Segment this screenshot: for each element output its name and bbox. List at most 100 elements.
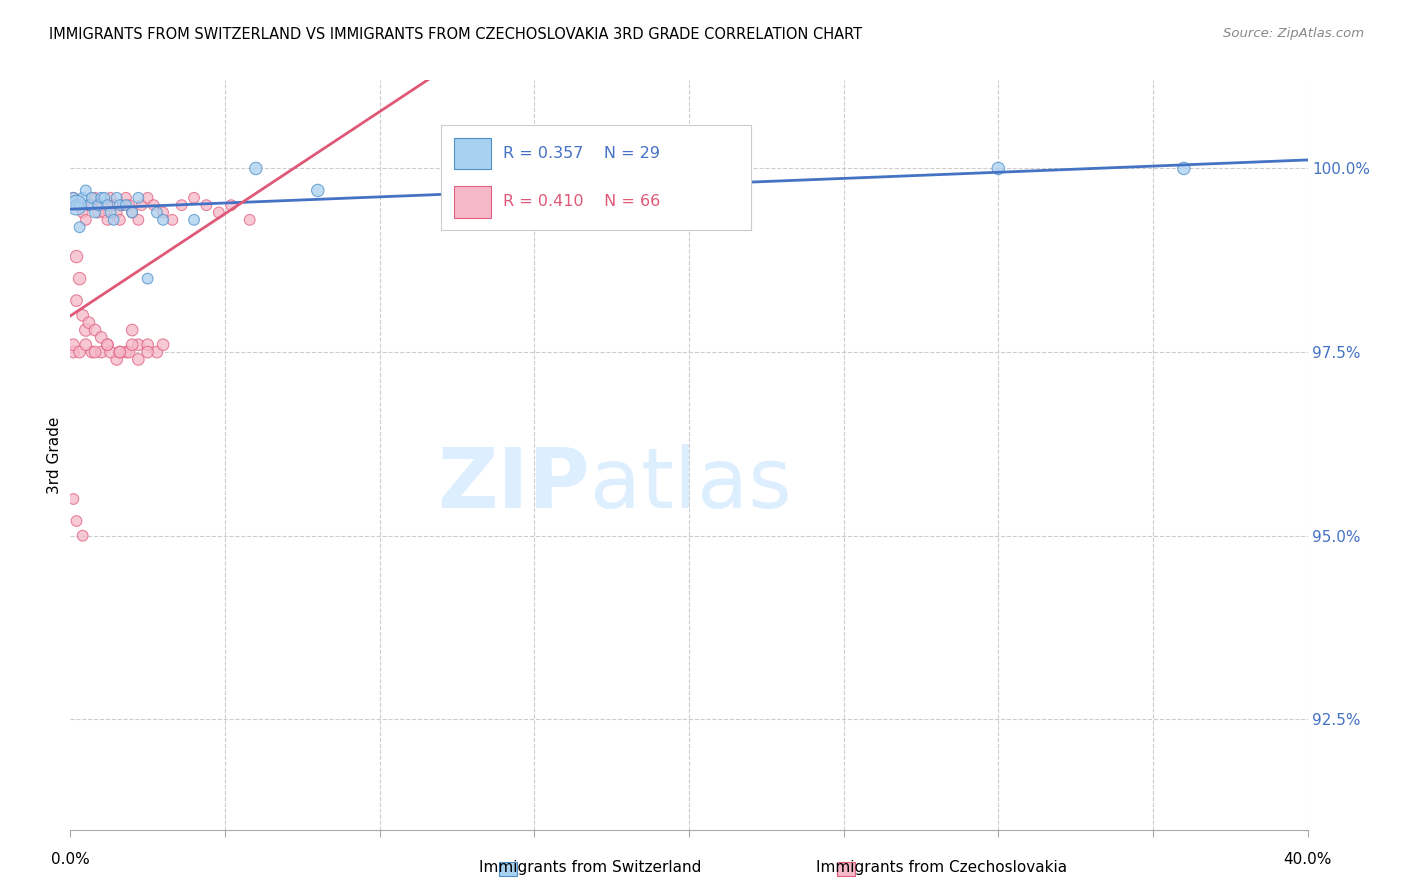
Point <box>118 345 141 359</box>
Point <box>84 323 107 337</box>
Text: Immigrants from Czechoslovakia: Immigrants from Czechoslovakia <box>817 860 1067 874</box>
Point <box>90 345 112 359</box>
Point <box>152 337 174 351</box>
Point <box>93 191 115 205</box>
Point <box>69 198 91 212</box>
Point <box>121 205 143 219</box>
Point <box>219 198 242 212</box>
Point <box>103 212 125 227</box>
Point <box>108 345 131 359</box>
Text: Source: ZipAtlas.com: Source: ZipAtlas.com <box>1223 27 1364 40</box>
Point <box>87 205 110 219</box>
Point <box>136 337 159 351</box>
Point <box>127 337 149 351</box>
Point <box>72 309 94 323</box>
Point <box>170 198 193 212</box>
Point <box>80 191 103 205</box>
Point <box>90 330 112 344</box>
Point <box>1173 161 1195 176</box>
Point <box>183 191 205 205</box>
Point <box>307 184 329 198</box>
Point <box>115 198 138 212</box>
Point <box>108 212 131 227</box>
Point <box>75 337 97 351</box>
Point <box>62 191 84 205</box>
Point <box>75 212 97 227</box>
Point <box>152 212 174 227</box>
Point <box>96 337 118 351</box>
Point <box>84 191 107 205</box>
Text: Immigrants from Switzerland: Immigrants from Switzerland <box>479 860 702 874</box>
Y-axis label: 3rd Grade: 3rd Grade <box>46 417 62 493</box>
Text: 0.0%: 0.0% <box>51 852 90 867</box>
Point <box>131 198 153 212</box>
Point <box>77 198 100 212</box>
Point <box>152 205 174 219</box>
Point <box>239 212 262 227</box>
Point <box>146 205 169 219</box>
Point <box>208 205 231 219</box>
Point <box>121 337 143 351</box>
Point <box>80 198 103 212</box>
Point <box>84 345 107 359</box>
Point <box>65 514 87 528</box>
Point <box>65 250 87 264</box>
Point <box>127 212 149 227</box>
Point <box>90 198 112 212</box>
Point <box>72 191 94 205</box>
Point <box>162 212 184 227</box>
Point <box>105 205 128 219</box>
Point <box>96 198 118 212</box>
Point <box>80 345 103 359</box>
Point <box>84 205 107 219</box>
Point <box>245 161 267 176</box>
Point <box>118 198 141 212</box>
Point <box>108 198 131 212</box>
Text: IMMIGRANTS FROM SWITZERLAND VS IMMIGRANTS FROM CZECHOSLOVAKIA 3RD GRADE CORRELAT: IMMIGRANTS FROM SWITZERLAND VS IMMIGRANT… <box>49 27 862 42</box>
Point <box>127 191 149 205</box>
Text: atlas: atlas <box>591 444 792 525</box>
Point <box>69 198 91 212</box>
Point <box>72 205 94 219</box>
Point <box>105 191 128 205</box>
Point <box>115 191 138 205</box>
Point <box>75 184 97 198</box>
Point <box>69 271 91 285</box>
Text: 40.0%: 40.0% <box>1284 852 1331 867</box>
Point <box>136 345 159 359</box>
Point <box>93 205 115 219</box>
Point <box>127 352 149 367</box>
Point <box>115 345 138 359</box>
Point <box>69 220 91 235</box>
Point <box>77 198 100 212</box>
Point <box>142 198 165 212</box>
Point <box>108 345 131 359</box>
Point <box>65 198 87 212</box>
Point <box>62 337 84 351</box>
Point <box>62 345 84 359</box>
Point <box>62 491 84 506</box>
Point <box>100 191 122 205</box>
Point <box>65 293 87 308</box>
Point <box>121 205 143 219</box>
Point <box>96 212 118 227</box>
Point <box>146 345 169 359</box>
Point <box>136 191 159 205</box>
Point <box>69 345 91 359</box>
Point <box>121 323 143 337</box>
Point <box>77 316 100 330</box>
Point <box>87 198 110 212</box>
Point <box>65 198 87 212</box>
Point <box>111 198 134 212</box>
Point <box>105 352 128 367</box>
Point <box>72 529 94 543</box>
Point <box>100 345 122 359</box>
Point <box>195 198 218 212</box>
Point <box>103 198 125 212</box>
Point <box>136 271 159 285</box>
Text: ZIP: ZIP <box>437 444 591 525</box>
Point <box>62 191 84 205</box>
Point <box>75 323 97 337</box>
Point <box>987 161 1010 176</box>
Point <box>96 337 118 351</box>
